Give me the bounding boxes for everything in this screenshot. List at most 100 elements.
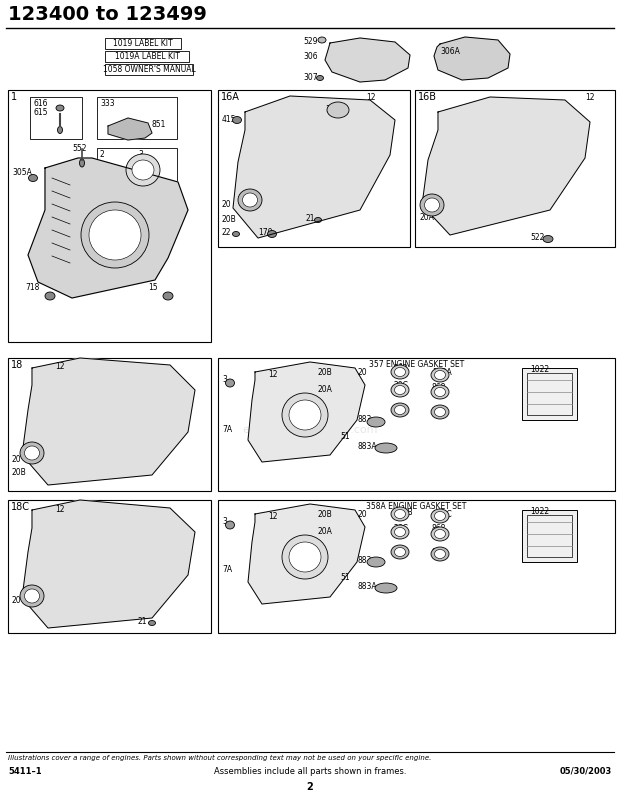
Text: 529: 529 [303,37,317,46]
Ellipse shape [431,368,449,382]
Ellipse shape [267,230,277,237]
Ellipse shape [289,400,321,430]
Polygon shape [22,358,195,485]
Ellipse shape [435,549,446,558]
Ellipse shape [232,232,239,237]
Text: 306A: 306A [440,47,460,56]
Ellipse shape [163,292,173,300]
Ellipse shape [132,160,154,180]
Text: 305A: 305A [12,168,32,177]
Text: 16B: 16B [418,92,437,102]
Ellipse shape [81,202,149,268]
Text: 7A: 7A [222,565,232,574]
Ellipse shape [89,210,141,260]
Bar [97,97,177,139]
Text: 883: 883 [358,415,373,424]
Polygon shape [434,37,510,80]
Text: 21: 21 [138,617,148,626]
Ellipse shape [242,193,257,207]
Ellipse shape [58,127,63,133]
Text: 12: 12 [55,362,64,371]
Text: 306: 306 [303,52,317,61]
Ellipse shape [375,583,397,593]
Ellipse shape [431,547,449,561]
Ellipse shape [29,175,37,181]
Ellipse shape [318,37,326,43]
Text: 163C: 163C [432,510,452,519]
Ellipse shape [391,507,409,521]
Polygon shape [248,504,365,604]
Text: 333: 333 [100,99,115,108]
Text: 868: 868 [432,383,446,392]
Ellipse shape [327,102,349,118]
Ellipse shape [543,236,553,242]
Text: 12: 12 [585,93,595,102]
Ellipse shape [391,383,409,397]
Text: 615: 615 [33,108,48,117]
Text: 18: 18 [11,360,24,370]
Ellipse shape [391,365,409,379]
Text: 12: 12 [55,505,64,514]
Bar [218,500,615,633]
Ellipse shape [45,292,55,300]
Ellipse shape [56,105,64,111]
Bar [522,510,577,562]
Text: 3: 3 [222,375,227,384]
Text: 993: 993 [432,548,446,557]
Text: 26C: 26C [393,524,408,533]
Text: 616: 616 [33,99,48,108]
Text: 7A: 7A [222,425,232,434]
Text: 16A: 16A [221,92,240,102]
Ellipse shape [79,159,84,167]
Text: 21: 21 [305,214,314,223]
Text: 1019 LABEL KIT: 1019 LABEL KIT [113,39,173,48]
Ellipse shape [226,379,234,387]
Text: 20B: 20B [318,510,333,519]
Text: 1058 OWNER'S MANUAL: 1058 OWNER'S MANUAL [103,65,195,74]
Ellipse shape [289,542,321,572]
Text: 12: 12 [268,512,278,521]
Text: 522: 522 [530,233,544,242]
Text: 20: 20 [358,368,368,377]
Bar [8,358,211,491]
Ellipse shape [435,512,446,520]
Ellipse shape [20,585,44,607]
Ellipse shape [391,403,409,417]
Ellipse shape [431,405,449,419]
Text: 123400 to 123499: 123400 to 123499 [8,5,207,24]
Bar [105,51,189,62]
Text: 20: 20 [420,200,430,209]
Bar [8,500,211,633]
Text: 18C: 18C [11,502,30,512]
Text: 20A: 20A [318,385,333,394]
Text: 20B: 20B [222,215,237,224]
Bar [97,148,177,193]
Text: 12: 12 [366,93,376,102]
Text: 1022: 1022 [530,507,549,516]
Bar [415,90,615,247]
Polygon shape [22,500,195,628]
Ellipse shape [435,387,446,396]
Text: 307: 307 [303,73,317,82]
Polygon shape [233,96,395,238]
Text: 20: 20 [222,200,232,209]
Text: 358A ENGINE GASKET SET: 358A ENGINE GASKET SET [366,502,467,511]
Polygon shape [108,118,152,140]
Ellipse shape [420,194,444,216]
Text: 20A: 20A [420,213,435,222]
Ellipse shape [391,525,409,539]
Ellipse shape [394,509,405,519]
Ellipse shape [367,557,385,567]
Bar [105,38,181,49]
Text: Illustrations cover a range of engines. Parts shown without corresponding text m: Illustrations cover a range of engines. … [8,755,432,761]
Text: 552: 552 [72,144,87,153]
Text: 357 ENGINE GASKET SET: 357 ENGINE GASKET SET [369,360,464,369]
Bar [522,368,577,420]
Text: 883A: 883A [358,442,378,451]
Text: 20: 20 [358,510,368,519]
Bar [30,97,82,139]
Ellipse shape [431,385,449,399]
Ellipse shape [431,509,449,523]
Ellipse shape [20,442,44,464]
Ellipse shape [282,393,328,437]
